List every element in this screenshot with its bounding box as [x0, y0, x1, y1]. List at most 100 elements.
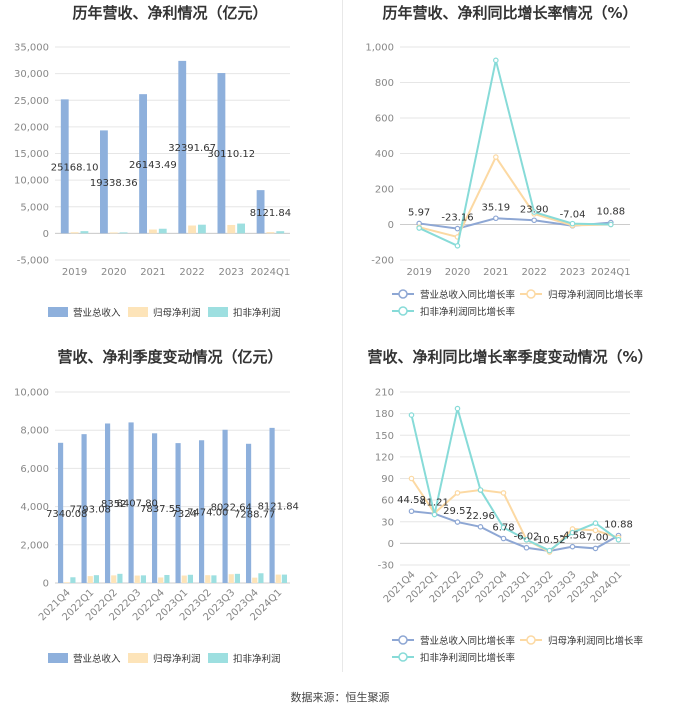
- bar-net-profit: [149, 229, 157, 234]
- data-label: 5.97: [408, 207, 430, 218]
- y-tick-label: 30: [381, 517, 394, 528]
- series-point: [592, 520, 599, 526]
- bar-deducted-profit: [119, 232, 128, 234]
- bar-deducted-profit: [258, 573, 264, 583]
- data-label: 7793.08: [70, 505, 111, 516]
- data-label: 22.96: [466, 511, 495, 522]
- data-label: 8121.84: [258, 501, 299, 512]
- quarterly-growth-chart: 营收、净利同比增长率季度变动情况（%） -30 0 30 60 90 120 150 180 2…: [340, 344, 680, 684]
- series-point: [454, 405, 461, 412]
- y-tick-label: 30,000: [14, 69, 49, 80]
- series-line-revenue: [411, 510, 619, 552]
- series-point: [569, 220, 576, 227]
- y-tick-label: 600: [375, 114, 394, 125]
- legend-label: 营业总收入: [73, 653, 121, 665]
- bar-revenue: [256, 190, 265, 234]
- data-label: 7340.08: [46, 509, 87, 520]
- y-tick-label: -5,000: [17, 256, 49, 267]
- series-point: [431, 511, 438, 518]
- bar-net-profit: [266, 232, 275, 234]
- series-line-net-profit: [418, 155, 611, 239]
- y-tick-label: 90: [381, 474, 394, 485]
- annual-growth-chart: 历年营收、净利同比增长率情况（%） -200 0 200 400 600 800 1,000…: [340, 0, 680, 340]
- x-tick-label: 2022: [179, 267, 204, 278]
- y-tick-label: 6,000: [20, 464, 49, 475]
- y-tick-label: 800: [375, 78, 394, 89]
- x-tick-label: 2024Q1: [591, 267, 631, 278]
- y-tick-label: 200: [375, 185, 394, 196]
- series-point: [523, 544, 530, 551]
- data-label: 32391.67: [168, 143, 216, 154]
- data-label: -6.02: [514, 532, 540, 543]
- series-point: [493, 154, 499, 160]
- series-point: [569, 543, 576, 550]
- data-label: 19338.36: [90, 178, 138, 189]
- x-tick-label: 2020: [101, 267, 126, 278]
- bar-deducted-profit: [237, 223, 245, 234]
- bar-revenue: [178, 60, 187, 234]
- y-tick-label: 400: [375, 149, 394, 160]
- legend-label: 扣非净利润: [233, 307, 281, 319]
- bar-deducted-profit: [276, 231, 285, 234]
- series-line-deducted-profit: [410, 408, 620, 552]
- data-label: 8352: [101, 499, 126, 510]
- data-label: 10.88: [604, 520, 633, 531]
- bar-revenue: [128, 422, 134, 583]
- x-tick-label: 2021: [483, 267, 508, 278]
- bar-net-profit: [227, 224, 236, 234]
- data-label: -7.00: [583, 532, 609, 543]
- bar-deducted-profit: [234, 573, 241, 583]
- data-label: 25168.10: [51, 162, 99, 173]
- series-point: [454, 225, 461, 232]
- legend-marker: [398, 289, 408, 299]
- bar-deducted-profit: [211, 575, 217, 583]
- series-point: [531, 217, 537, 224]
- y-tick-label: 4,000: [20, 502, 49, 513]
- series-point: [546, 547, 553, 554]
- series-point: [615, 536, 622, 543]
- series-point: [477, 487, 484, 493]
- y-tick-label: 120: [375, 452, 394, 463]
- legend-label: 营业总收入同比增长率: [420, 635, 516, 647]
- bar-deducted-profit: [187, 574, 194, 583]
- data-label: 30110.12: [207, 149, 255, 160]
- bar-net-profit: [109, 232, 118, 234]
- legend-marker: [526, 635, 536, 645]
- series-point: [454, 519, 461, 525]
- data-label: 35.19: [482, 202, 511, 213]
- series-point: [493, 215, 499, 222]
- legend-label: 归母净利润: [153, 307, 201, 319]
- data-label: 7474.00: [187, 508, 228, 519]
- data-label: 8407.80: [117, 499, 158, 510]
- bar-net-profit: [64, 582, 70, 583]
- x-tick-label: 2022: [521, 267, 546, 278]
- data-label: 23.90: [520, 204, 549, 215]
- bar-net-profit: [205, 575, 211, 583]
- series-point: [408, 508, 415, 515]
- annual-revenue-profit-chart: 历年营收、净利情况（亿元） -5,000 0 5,000 10,000 15,000 20…: [0, 0, 340, 340]
- bar-revenue: [139, 94, 147, 234]
- data-label: 44.58: [397, 495, 426, 506]
- series-point: [500, 490, 507, 496]
- x-tick-label: 2024Q1: [251, 267, 291, 278]
- data-label: -23.16: [441, 213, 473, 224]
- y-tick-label: 10,000: [14, 388, 49, 399]
- legend-label: 营业总收入: [73, 307, 121, 319]
- y-tick-label: 0: [43, 579, 49, 590]
- bar-revenue: [151, 433, 158, 583]
- legend-marker: [398, 652, 408, 662]
- y-tick-label: 25,000: [14, 96, 49, 107]
- bar-revenue: [175, 443, 181, 583]
- legend-label: 归母净利润: [153, 653, 201, 665]
- legend-label: 扣非净利润同比增长率: [420, 306, 516, 318]
- series-point: [454, 243, 461, 249]
- data-label: 26143.49: [129, 160, 177, 171]
- series-point: [592, 545, 599, 552]
- x-tick-label: 2020: [445, 267, 470, 278]
- quarterly-revenue-profit-chart: 营收、净利季度变动情况（亿元） 0 2,000 4,000 6,000 8,000 10,…: [0, 344, 340, 684]
- annual-revenue-profit-svg: -5,000 0 5,000 10,000 15,000 20,000 25,000 30,0…: [14, 43, 291, 320]
- y-tick-label: 15,000: [14, 149, 49, 160]
- legend-label: 营业总收入同比增长率: [420, 289, 516, 301]
- series-point: [408, 475, 415, 482]
- legend-marker: [398, 306, 408, 316]
